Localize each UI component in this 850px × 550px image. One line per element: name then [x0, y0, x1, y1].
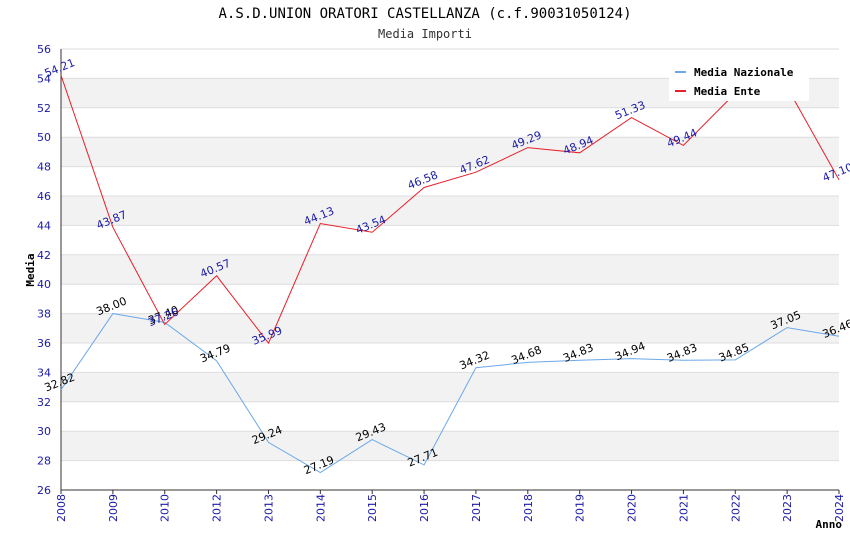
- y-tick-label: 34: [37, 366, 51, 379]
- legend: Media Nazionale Media Ente: [669, 59, 809, 101]
- y-tick-label: 48: [37, 161, 51, 174]
- grid-band: [61, 431, 839, 461]
- grid-band: [61, 137, 839, 167]
- y-tick-label: 30: [37, 425, 51, 438]
- y-tick-label: 56: [37, 43, 51, 56]
- x-tick-labels: 2008 2009 2010 2012 2013 2014 2015 2016 2017 2018…: [55, 490, 846, 522]
- x-tick-label: 2019: [574, 494, 587, 522]
- grid-band: [61, 284, 839, 314]
- chart-title: A.S.D.UNION ORATORI CASTELLANZA (c.f.900…: [218, 6, 632, 22]
- y-tick-label: 42: [37, 249, 51, 262]
- x-tick-label: 2010: [159, 494, 172, 522]
- y-tick-label: 26: [37, 484, 51, 497]
- x-tick-label: 2013: [262, 494, 275, 522]
- x-tick-label: 2020: [626, 494, 639, 522]
- x-tick-label: 2023: [781, 494, 794, 522]
- grid-band: [61, 372, 839, 402]
- y-axis-label: Media: [24, 253, 37, 286]
- grid-band: [61, 313, 839, 343]
- x-tick-label: 2015: [366, 494, 379, 522]
- series-lines: [60, 75, 840, 474]
- x-tick-label: 2021: [677, 494, 690, 522]
- legend-label-media-ente: Media Ente: [694, 85, 761, 98]
- legend-label-media-nazionale: Media Nazionale: [694, 66, 794, 79]
- x-tick-label: 2014: [314, 494, 327, 522]
- x-tick-label: 2016: [418, 494, 431, 522]
- x-tick-label: 2024: [833, 494, 846, 522]
- legend-background: [669, 59, 809, 101]
- grid-band: [61, 166, 839, 196]
- grid-band: [61, 225, 839, 255]
- y-tick-label: 54: [37, 72, 51, 85]
- y-tick-labels: 26 28 30 32 34 36 38 40 42 44 46 48 50 52 54 56: [37, 43, 51, 497]
- grid-band: [61, 343, 839, 373]
- y-tick-label: 52: [37, 102, 51, 115]
- axes: [60, 49, 839, 491]
- series-line-media-ente: [60, 75, 840, 345]
- y-tick-label: 32: [37, 396, 51, 409]
- grid-band: [61, 460, 839, 490]
- y-tick-label: 40: [37, 278, 51, 291]
- x-tick-label: 2022: [729, 494, 742, 522]
- y-tick-label: 50: [37, 131, 51, 144]
- x-tick-label: 2018: [522, 494, 535, 522]
- grid-bands: [61, 49, 839, 490]
- x-tick-label: 2008: [55, 494, 68, 522]
- series-line-media-nazionale: [60, 313, 840, 474]
- y-tick-label: 44: [37, 219, 51, 232]
- x-tick-label: 2012: [211, 494, 224, 522]
- grid-band: [61, 107, 839, 138]
- x-tick-label: 2009: [107, 494, 120, 522]
- y-tick-label: 38: [37, 308, 51, 321]
- y-tick-label: 28: [37, 455, 51, 468]
- y-tick-label: 46: [37, 190, 51, 203]
- grid-band: [61, 196, 839, 226]
- y-tick-label: 36: [37, 337, 51, 350]
- chart-subtitle: Media Importi: [378, 27, 472, 41]
- x-axis-label: Anno: [816, 518, 843, 531]
- grid-band: [61, 254, 839, 285]
- x-tick-label: 2017: [470, 494, 483, 522]
